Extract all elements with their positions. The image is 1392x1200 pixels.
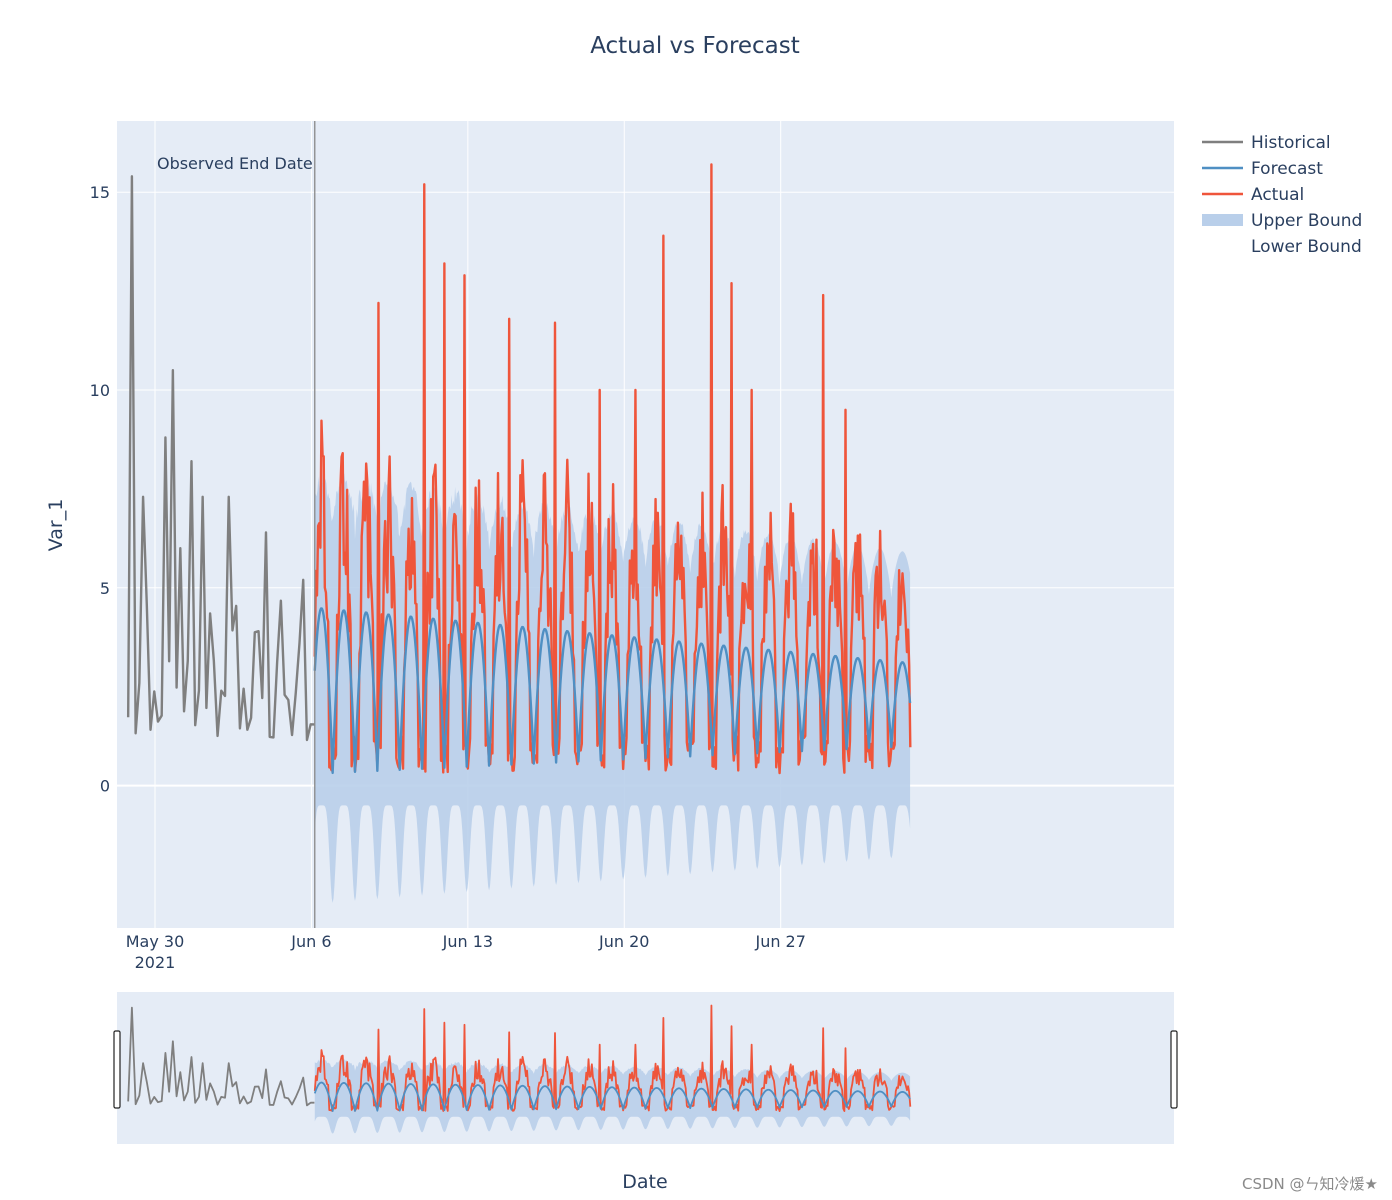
range-slider-traces xyxy=(127,1004,912,1134)
y-axis-title: Var_1 xyxy=(45,499,67,552)
historical-line xyxy=(127,1006,315,1107)
forecast-line xyxy=(313,1081,911,1112)
legend-label: Lower Bound xyxy=(1251,237,1362,257)
forecast-line xyxy=(313,607,912,775)
chart-title: Actual vs Forecast xyxy=(590,33,800,59)
historical-line xyxy=(126,175,315,742)
legend-label: Historical xyxy=(1251,133,1331,153)
main-traces xyxy=(126,163,912,903)
y-tick-label: 5 xyxy=(100,579,110,598)
x-tick-label: Jun 6 xyxy=(290,932,331,951)
observed-end-annotation: Observed End Date xyxy=(157,154,313,173)
x-tick-label: Jun 27 xyxy=(754,932,805,951)
legend-label: Forecast xyxy=(1251,159,1323,179)
watermark: CSDN @ㄣ知冷煖★ xyxy=(1242,1175,1378,1193)
range-slider-left-handle[interactable] xyxy=(113,1030,121,1109)
x-tick-label: Jun 13 xyxy=(442,932,493,951)
x-tick-sublabel: 2021 xyxy=(135,953,176,972)
legend: Historical Forecast Actual Upper Bound Lower… xyxy=(1202,133,1362,257)
x-tick-label: May 30 xyxy=(126,932,185,951)
x-axis-title: Date xyxy=(622,1171,667,1193)
x-tick-label: Jun 20 xyxy=(598,932,649,951)
y-axis-ticks: 0 5 10 15 xyxy=(90,183,110,795)
actual-line xyxy=(313,1004,912,1113)
y-tick-label: 0 xyxy=(100,777,110,796)
actual-line xyxy=(313,163,912,775)
y-tick-label: 15 xyxy=(90,183,110,202)
legend-label: Actual xyxy=(1251,185,1304,205)
range-slider-right-handle[interactable] xyxy=(1170,1030,1178,1109)
legend-label: Upper Bound xyxy=(1251,211,1362,231)
y-tick-label: 10 xyxy=(90,381,110,400)
x-axis-ticks: May 30 2021 Jun 6 Jun 13 Jun 20 Jun 27 xyxy=(126,932,806,972)
legend-swatch-upper-bound xyxy=(1202,214,1243,226)
